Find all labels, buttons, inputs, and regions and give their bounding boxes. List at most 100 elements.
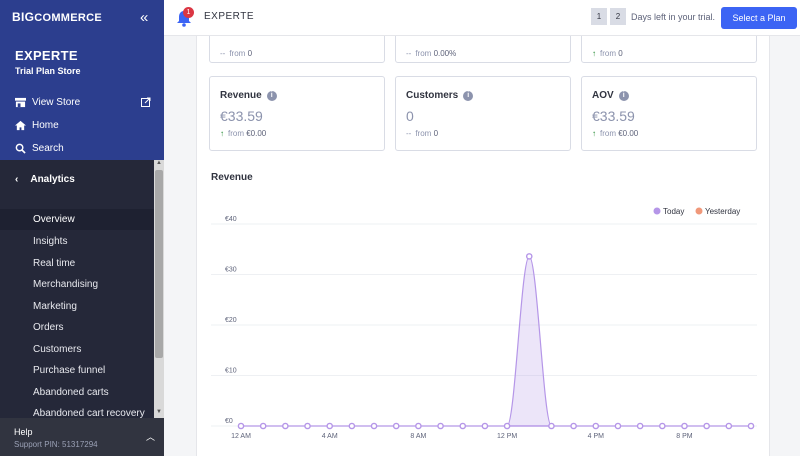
legend-swatch bbox=[653, 207, 661, 215]
view-store-label: View Store bbox=[32, 97, 81, 108]
today-point bbox=[548, 422, 555, 430]
help-title: Help bbox=[14, 427, 33, 437]
from-label: from bbox=[600, 129, 616, 138]
metric-delta: ↑ from €0.00 bbox=[592, 129, 638, 138]
sidebar-item-purchase-funnel[interactable]: Purchase funnel bbox=[33, 365, 106, 376]
info-icon[interactable]: i bbox=[266, 90, 277, 101]
sidebar-scrollbar[interactable]: ▲ ▼ bbox=[154, 160, 164, 418]
from-label: from bbox=[229, 49, 246, 58]
analytics-back-button[interactable]: ‹ Analytics bbox=[15, 174, 75, 185]
today-point bbox=[304, 422, 311, 430]
metric-delta: ↑ from 0 bbox=[592, 49, 623, 58]
header-store-name: EXPERTE bbox=[204, 11, 254, 22]
sidebar-item-orders[interactable]: Orders bbox=[33, 322, 64, 333]
today-point bbox=[415, 422, 422, 430]
today-point bbox=[747, 422, 755, 430]
x-tick-label: 8 PM bbox=[676, 433, 693, 440]
metric-title: Customers i bbox=[406, 90, 474, 101]
info-icon[interactable]: i bbox=[618, 90, 629, 101]
bigcommerce-logo[interactable]: BIGCOMMERCE bbox=[12, 10, 102, 24]
home-icon bbox=[15, 120, 26, 131]
storefront-icon bbox=[15, 97, 26, 108]
sidebar-item-insights[interactable]: Insights bbox=[33, 236, 68, 247]
sidebar-item-overview[interactable]: Overview bbox=[0, 209, 154, 230]
metric-title-text: AOV bbox=[592, 90, 614, 101]
today-point bbox=[703, 422, 710, 430]
metric-delta: -- from 0 bbox=[220, 49, 252, 58]
analytics-main: -- from 0 -- from 0.00% ↑ from 0 Revenue i €… bbox=[196, 36, 770, 456]
y-tick-label: €0 bbox=[225, 418, 233, 425]
sidebar: BIGCOMMERCE « EXPERTE Trial Plan Store V… bbox=[0, 0, 164, 456]
today-point bbox=[725, 422, 733, 430]
today-point bbox=[282, 422, 289, 430]
trend-neutral-icon: -- bbox=[220, 49, 226, 58]
legend-label: Today bbox=[663, 207, 684, 216]
metric-title-text: Customers bbox=[406, 90, 459, 101]
today-point bbox=[437, 422, 444, 430]
help-panel[interactable]: Help Support PIN: 51317294 ︿ bbox=[0, 418, 164, 456]
x-tick-label: 4 AM bbox=[322, 433, 338, 440]
today-point bbox=[592, 422, 600, 430]
view-store-link[interactable]: View Store bbox=[15, 97, 80, 108]
revenue-chart: €0 €10 €20 €30 €40 12 AM 4 AM 8 AM 12 PM 4 PM 8 PM… bbox=[211, 207, 757, 440]
from-value: €0.00 bbox=[246, 129, 267, 138]
today-point bbox=[326, 422, 333, 430]
metric-value: 0 bbox=[406, 108, 414, 124]
trend-neutral-icon: -- bbox=[406, 49, 412, 58]
metric-title: AOV i bbox=[592, 90, 629, 101]
from-label: from bbox=[415, 49, 432, 58]
today-point bbox=[636, 422, 644, 430]
today-point bbox=[681, 422, 688, 430]
today-point bbox=[614, 422, 622, 430]
home-link[interactable]: Home bbox=[15, 120, 59, 131]
metric-card-customers: Customers i 0 -- from 0 bbox=[395, 76, 571, 151]
metric-card-aov: AOV i €33.59 ↑ from €0.00 bbox=[581, 76, 757, 151]
trial-day-2: 2 bbox=[610, 8, 626, 25]
info-icon[interactable]: i bbox=[463, 90, 474, 101]
store-name: EXPERTE bbox=[15, 48, 78, 63]
external-link-icon[interactable] bbox=[141, 97, 151, 107]
from-value: 0 bbox=[433, 129, 439, 138]
scroll-up-arrow-icon[interactable]: ▲ bbox=[156, 160, 162, 166]
metric-value: €33.59 bbox=[220, 108, 263, 124]
today-point bbox=[237, 422, 245, 430]
revenue-chart-title: Revenue bbox=[211, 172, 253, 183]
search-link[interactable]: Search bbox=[15, 143, 64, 154]
search-label: Search bbox=[32, 143, 64, 154]
y-tick-label: €40 bbox=[225, 216, 237, 223]
today-point bbox=[659, 422, 666, 430]
today-point bbox=[570, 422, 577, 430]
arrow-up-icon: ↑ bbox=[220, 129, 224, 138]
scrollbar-thumb[interactable] bbox=[155, 170, 163, 358]
metric-title-text: Revenue bbox=[220, 90, 262, 101]
legend-label: Yesterday bbox=[705, 207, 740, 216]
search-icon bbox=[15, 143, 26, 154]
select-plan-button[interactable]: Select a Plan bbox=[721, 7, 797, 29]
sidebar-item-abandoned-cart-recovery[interactable]: Abandoned cart recovery bbox=[33, 408, 145, 418]
trend-neutral-icon: -- bbox=[406, 129, 412, 138]
from-value: 0 bbox=[618, 49, 623, 58]
today-point bbox=[348, 422, 356, 430]
collapse-sidebar-icon[interactable]: « bbox=[140, 9, 149, 26]
from-label: from bbox=[600, 49, 616, 58]
x-tick-label: 12 PM bbox=[497, 433, 517, 440]
from-value: €0.00 bbox=[618, 129, 639, 138]
arrow-up-icon: ↑ bbox=[592, 129, 596, 138]
today-point bbox=[259, 422, 267, 430]
sidebar-header: BIGCOMMERCE « EXPERTE Trial Plan Store V… bbox=[0, 0, 164, 160]
chevron-up-icon: ︿ bbox=[146, 432, 156, 442]
sidebar-item-real-time[interactable]: Real time bbox=[33, 258, 76, 269]
analytics-title: Analytics bbox=[30, 174, 75, 185]
sidebar-item-abandoned-carts[interactable]: Abandoned carts bbox=[33, 387, 109, 398]
metric-card-top-2: -- from 0.00% bbox=[395, 36, 571, 63]
scroll-down-arrow-icon[interactable]: ▼ bbox=[156, 409, 162, 415]
sidebar-item-marketing[interactable]: Marketing bbox=[33, 301, 77, 312]
sidebar-item-customers[interactable]: Customers bbox=[33, 344, 82, 355]
today-point bbox=[503, 422, 511, 430]
arrow-up-icon: ↑ bbox=[592, 49, 596, 58]
sidebar-item-merchandising[interactable]: Merchandising bbox=[33, 279, 99, 290]
today-area bbox=[506, 255, 553, 427]
store-plan: Trial Plan Store bbox=[15, 66, 81, 76]
chevron-left-icon: ‹ bbox=[15, 174, 19, 185]
metric-delta: -- from 0.00% bbox=[406, 49, 456, 58]
